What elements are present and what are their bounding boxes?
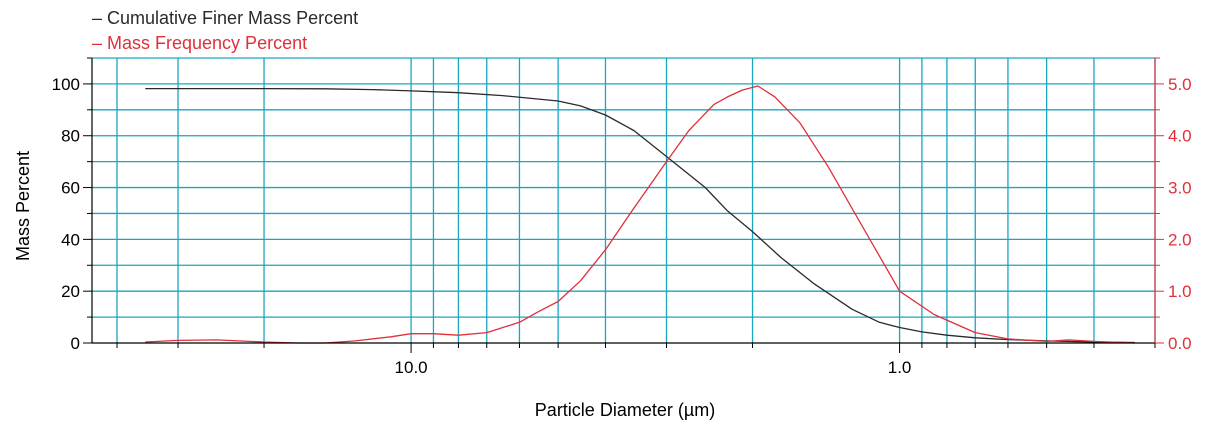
right-tick-label: 1.0: [1168, 282, 1192, 301]
bottom-tick-label: 10.0: [395, 358, 428, 377]
mass-frequency-line: [145, 85, 1135, 344]
left-tick-label: 20: [61, 282, 80, 301]
x-axis-label: Particle Diameter (µm): [535, 400, 715, 420]
legend-entry-cumulative: – Cumulative Finer Mass Percent: [92, 8, 358, 28]
right-tick-label: 5.0: [1168, 75, 1192, 94]
y-axis-label-left: Mass Percent: [13, 151, 33, 261]
axes: 0 20 40 60 80 100 0.0 1.0 2.0 3.0 4.0 5.0 10.0 1.0: [52, 57, 1192, 377]
bottom-tick-label: 1.0: [888, 358, 912, 377]
right-tick-label: 2.0: [1168, 230, 1192, 249]
grid: [92, 57, 1156, 343]
legend: – Cumulative Finer Mass Percent – Mass Fr…: [92, 8, 358, 53]
left-tick-label: 100: [52, 75, 80, 94]
cumulative-finer-line: [145, 87, 1135, 344]
legend-entry-frequency: – Mass Frequency Percent: [92, 33, 307, 53]
series-lines: [145, 85, 1135, 344]
left-tick-label: 60: [61, 179, 80, 198]
left-tick-label: 80: [61, 127, 80, 146]
left-tick-label: 40: [61, 230, 80, 249]
right-tick-label: 0.0: [1168, 334, 1192, 353]
right-tick-label: 4.0: [1168, 127, 1192, 146]
right-tick-label: 3.0: [1168, 179, 1192, 198]
left-tick-label: 0: [71, 334, 80, 353]
